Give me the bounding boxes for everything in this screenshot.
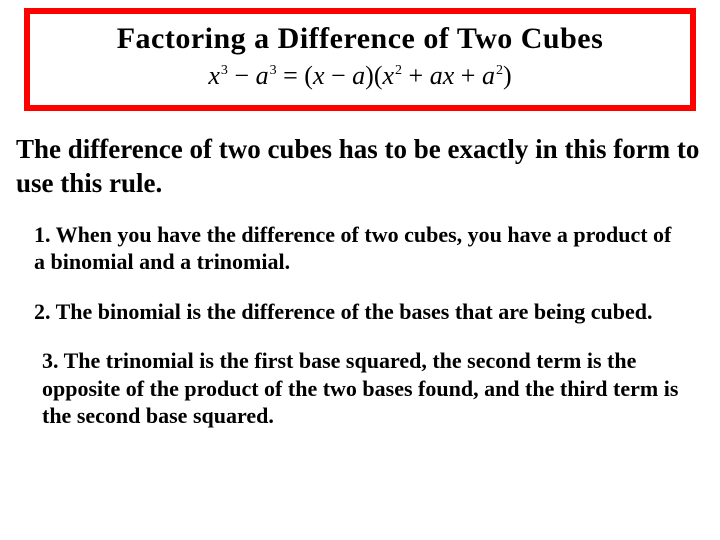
lhs-exp2: 3	[270, 63, 277, 78]
eq: =	[283, 61, 298, 90]
lhs-var1: x	[208, 61, 220, 90]
lhs-op: −	[234, 61, 249, 90]
title-box: Factoring a Difference of Two Cubes x3 −…	[24, 8, 696, 111]
tri-t3e: 2	[496, 63, 503, 78]
rule-2: 2. The binomial is the difference of the…	[34, 298, 686, 326]
slide-title: Factoring a Difference of Two Cubes	[50, 22, 670, 56]
bin-v2: a	[352, 61, 365, 90]
tri-op1: +	[409, 61, 424, 90]
rule-3: 3. The trinomial is the first base squar…	[42, 347, 682, 430]
tri-t1v: x	[383, 61, 395, 90]
tri-t2b: x	[443, 61, 455, 90]
bin-close: )	[365, 61, 374, 90]
tri-t1e: 2	[395, 63, 402, 78]
tri-t2a: a	[430, 61, 443, 90]
rule-1: 1. When you have the difference of two c…	[34, 221, 686, 276]
bin-open: (	[304, 61, 313, 90]
lhs-exp1: 3	[221, 63, 228, 78]
intro-text: The difference of two cubes has to be ex…	[16, 133, 704, 201]
lhs-var2: a	[256, 61, 269, 90]
tri-close: )	[503, 61, 512, 90]
tri-t3v: a	[482, 61, 495, 90]
bin-op: −	[331, 61, 346, 90]
bin-v1: x	[313, 61, 325, 90]
formula: x3 − a3 = (x − a)(x2 + ax + a2)	[50, 60, 670, 91]
tri-op2: +	[461, 61, 476, 90]
tri-open: (	[374, 61, 383, 90]
